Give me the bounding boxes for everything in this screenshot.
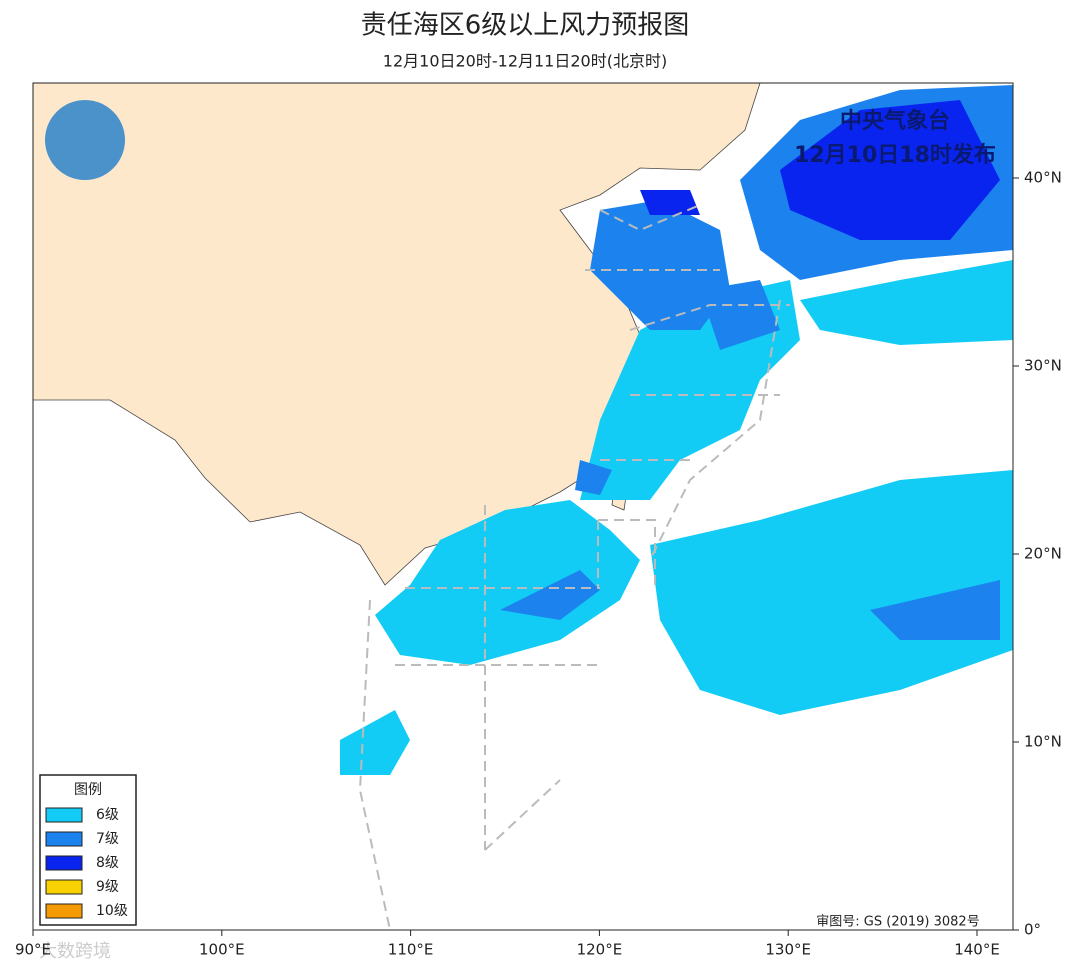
lon-label: 90°E xyxy=(15,941,51,959)
issuer-name: 中央气象台 xyxy=(840,108,950,134)
legend-swatch xyxy=(45,831,83,847)
legend-swatch xyxy=(45,855,83,871)
lat-label: 20°N xyxy=(1024,545,1062,563)
legend: 图例 6级 7级 8级 9级 10级 xyxy=(39,774,137,926)
legend-label: 6级 xyxy=(96,807,119,823)
lon-label: 140°E xyxy=(954,941,1000,959)
watermark: 大数跨境 xyxy=(39,941,111,962)
lat-label: 30°N xyxy=(1024,357,1062,375)
logo xyxy=(45,100,125,180)
wind-8 xyxy=(640,100,1000,240)
lon-label: 110°E xyxy=(388,941,434,959)
wind-7 xyxy=(500,85,1013,640)
subtitle: 12月10日20时-12月11日20时(北京时) xyxy=(383,52,667,71)
legend-title: 图例 xyxy=(74,782,102,798)
legend-swatch xyxy=(45,903,83,919)
lat-label: 10°N xyxy=(1024,733,1062,751)
wind-6 xyxy=(340,260,1013,775)
lat-label: 0° xyxy=(1024,921,1041,939)
legend-swatch xyxy=(45,807,83,823)
map-frame xyxy=(32,82,1014,931)
legend-label: 8级 xyxy=(96,855,119,871)
title: 责任海区6级以上风力预报图 xyxy=(361,11,690,41)
lat-label: 40°N xyxy=(1024,169,1062,187)
lon-label: 120°E xyxy=(577,941,623,959)
issue-time: 12月10日18时发布 xyxy=(794,142,996,168)
responsibility-borders xyxy=(358,204,790,930)
approval-number: 审图号: GS (2019) 3082号 xyxy=(816,915,979,930)
map xyxy=(33,83,1013,930)
legend-label: 10级 xyxy=(96,903,128,919)
lon-label: 100°E xyxy=(199,941,245,959)
lon-label: 130°E xyxy=(765,941,811,959)
legend-label: 9级 xyxy=(96,879,119,895)
legend-swatch xyxy=(45,879,83,895)
legend-label: 7级 xyxy=(96,831,119,847)
